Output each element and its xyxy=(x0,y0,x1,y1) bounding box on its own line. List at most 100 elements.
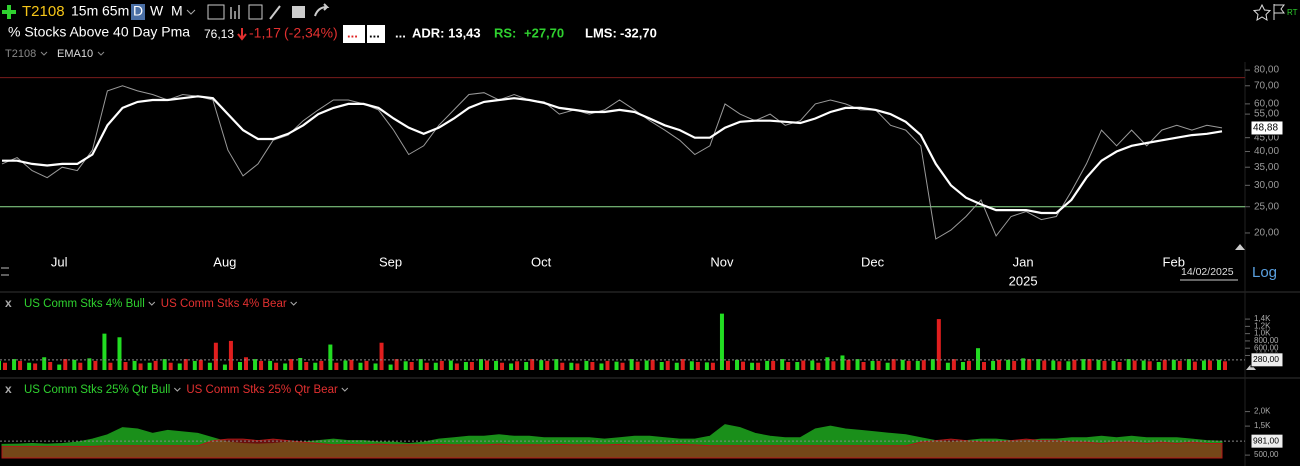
bar xyxy=(3,362,7,370)
interval[interactable]: M xyxy=(171,3,183,19)
y-tick-label: 1,5K xyxy=(1254,421,1271,430)
calc-icon[interactable] xyxy=(248,4,263,20)
bar xyxy=(207,362,212,370)
bar xyxy=(1186,359,1191,370)
bar xyxy=(1096,359,1101,370)
legend-entry[interactable]: US Comm Stks 4% Bull xyxy=(24,298,145,310)
interval[interactable]: D xyxy=(133,3,143,19)
bar xyxy=(530,359,535,370)
bar xyxy=(364,360,369,370)
bar xyxy=(500,362,505,370)
legend-dropdown[interactable] xyxy=(341,387,349,392)
dots[interactable]: ... xyxy=(369,25,380,40)
interval[interactable]: W xyxy=(150,3,164,19)
last-value-label: 48,88 xyxy=(1253,123,1278,134)
legend-dropdown[interactable] xyxy=(173,387,181,392)
bar xyxy=(870,360,875,370)
bar xyxy=(1066,361,1071,370)
y-tick-label: 1,4K xyxy=(1254,314,1271,323)
bar xyxy=(554,359,559,370)
legend-entry[interactable]: US Comm Stks 25% Qtr Bull xyxy=(24,384,170,396)
bar xyxy=(846,359,851,370)
y-tick-label: 25,00 xyxy=(1254,201,1279,212)
bar xyxy=(801,360,806,370)
add-icon[interactable] xyxy=(2,5,16,19)
bar xyxy=(569,362,574,370)
dots[interactable]: ... xyxy=(347,25,358,40)
bar xyxy=(454,363,459,370)
bar xyxy=(771,360,776,370)
bars-icon[interactable] xyxy=(230,5,240,19)
dropdown-icon[interactable] xyxy=(186,9,196,15)
bar xyxy=(509,363,514,370)
bar xyxy=(328,344,333,370)
star-icon[interactable] xyxy=(1252,3,1272,21)
bar xyxy=(192,360,197,370)
bar xyxy=(1117,362,1122,370)
date-label: 14/02/2025 xyxy=(1181,266,1234,278)
bar xyxy=(840,355,845,370)
bar xyxy=(960,362,965,370)
y-tick-label: 35,00 xyxy=(1254,162,1279,173)
bar xyxy=(1217,359,1221,370)
legend-entry[interactable]: US Comm Stks 25% Qtr Bear xyxy=(186,384,338,396)
bar xyxy=(27,362,32,370)
area-series xyxy=(1,438,1223,459)
bar xyxy=(1006,359,1011,370)
bar xyxy=(695,362,700,370)
bar xyxy=(87,358,92,370)
legend-entry[interactable]: T2108 xyxy=(5,48,36,60)
bar xyxy=(259,360,264,370)
bar xyxy=(861,362,866,370)
bar xyxy=(12,359,17,370)
bar xyxy=(816,362,821,370)
scale-label[interactable]: Log xyxy=(1252,264,1277,281)
bar xyxy=(448,360,453,370)
bar xyxy=(48,362,53,370)
bar xyxy=(1223,361,1227,370)
bar xyxy=(409,362,414,370)
legend-dropdown[interactable] xyxy=(97,51,105,56)
symbol[interactable]: T2108 xyxy=(22,3,65,20)
bar xyxy=(900,359,905,370)
bar xyxy=(885,362,890,370)
layout-icon[interactable] xyxy=(292,6,305,18)
share-icon[interactable] xyxy=(314,3,330,17)
bar xyxy=(108,362,113,370)
draw-icon[interactable] xyxy=(269,5,281,20)
legend-entry[interactable]: EMA10 xyxy=(57,48,93,60)
bar xyxy=(222,364,227,370)
legend-entry[interactable]: US Comm Stks 4% Bear xyxy=(161,298,287,310)
bar xyxy=(1171,359,1176,370)
bar xyxy=(976,348,981,370)
bar xyxy=(560,362,565,370)
bar xyxy=(545,360,550,370)
dots[interactable]: ... xyxy=(395,25,406,40)
legend-dropdown[interactable] xyxy=(148,301,156,306)
close-button[interactable]: x xyxy=(5,382,12,396)
bar xyxy=(629,359,634,370)
bar xyxy=(0,360,1,370)
zoom-icon[interactable] xyxy=(1,267,9,276)
close-button[interactable]: x xyxy=(5,296,12,310)
bar xyxy=(1057,361,1062,370)
year-label: 2025 xyxy=(1009,273,1038,288)
bar xyxy=(780,359,785,370)
bar xyxy=(268,360,273,370)
bar xyxy=(674,362,679,370)
flag-icon[interactable] xyxy=(1273,4,1285,20)
bar xyxy=(298,358,303,370)
bar xyxy=(313,362,318,370)
bar xyxy=(478,359,483,370)
legend-dropdown[interactable] xyxy=(40,51,48,56)
dots-bg xyxy=(343,25,365,43)
interval[interactable]: 65m xyxy=(102,3,129,19)
last-value-label: 981,00 xyxy=(1253,435,1279,445)
bar xyxy=(906,360,911,370)
legend-dropdown[interactable] xyxy=(290,301,298,306)
interval[interactable]: 15m xyxy=(71,3,98,19)
indicator-icon[interactable] xyxy=(207,4,225,20)
